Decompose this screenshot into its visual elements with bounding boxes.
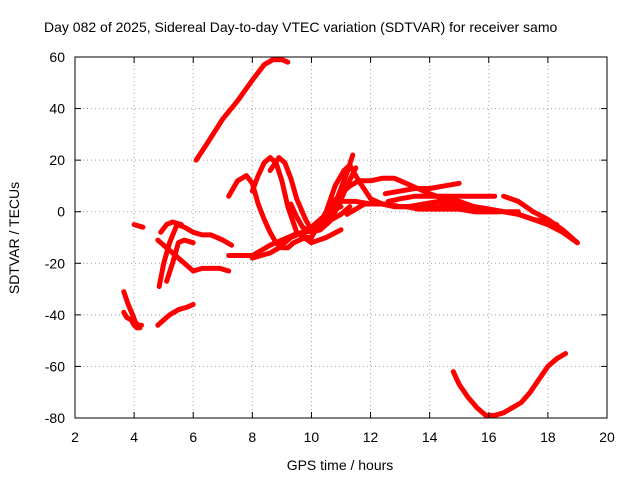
x-tick-label: 16	[481, 429, 497, 445]
y-tick-label: 60	[49, 49, 65, 65]
data-series	[121, 57, 580, 418]
series-arc-19	[338, 198, 501, 215]
series-arc-3	[131, 222, 146, 230]
x-axis-title: GPS time / hours	[287, 457, 394, 473]
y-axis-title: SDTVAR / TECUs	[6, 182, 22, 294]
series-arc-21	[385, 193, 498, 204]
y-tick-label: -20	[45, 255, 65, 271]
x-tick-label: 20	[599, 429, 615, 445]
chart-title: Day 082 of 2025, Sidereal Day-to-day VTE…	[44, 19, 557, 35]
y-tick-label: 40	[49, 101, 65, 117]
y-tick-label: -60	[45, 358, 65, 374]
x-tick-label: 14	[422, 429, 438, 445]
x-tick-label: 10	[304, 429, 320, 445]
y-tick-label: 20	[49, 152, 65, 168]
series-arc-20	[382, 180, 462, 197]
series-arc-11	[249, 155, 344, 246]
series-arc-1	[121, 289, 144, 328]
x-tick-label: 6	[189, 429, 197, 445]
x-tick-label: 4	[130, 429, 138, 445]
series-arc-4	[155, 302, 196, 328]
y-tick-label: -40	[45, 307, 65, 323]
series-arc-2	[121, 309, 143, 331]
plot-frame	[74, 56, 608, 419]
y-tick-labels: -80 -60 -40 -20 0 20 40 60	[45, 49, 65, 426]
axis-ticks	[74, 56, 608, 419]
series-arc-23	[501, 193, 580, 246]
series-arc-9	[193, 57, 291, 163]
series-arc-24	[501, 209, 560, 228]
series-arc-6	[158, 219, 184, 235]
series-arc-10	[226, 173, 314, 251]
x-tick-labels: 2 4 6 8 10 12 14 16 18 20	[71, 429, 615, 445]
y-tick-label: -80	[45, 410, 65, 426]
series-arc-5	[156, 222, 235, 289]
series-arc-7	[155, 237, 232, 274]
x-tick-label: 12	[363, 429, 379, 445]
y-tick-label: 0	[57, 204, 65, 220]
series-arc-8	[164, 237, 196, 284]
x-tick-label: 18	[540, 429, 556, 445]
x-tick-label: 8	[248, 429, 256, 445]
series-arc-25	[450, 351, 569, 418]
x-tick-label: 2	[71, 429, 79, 445]
